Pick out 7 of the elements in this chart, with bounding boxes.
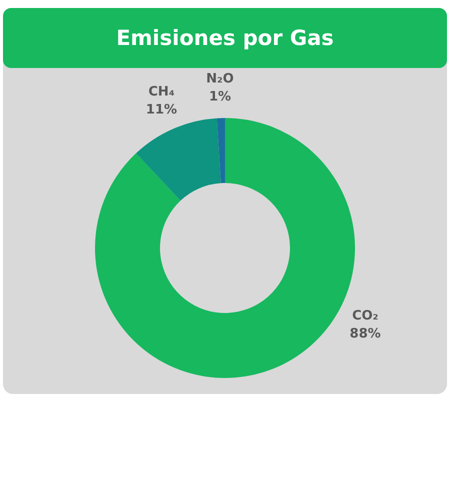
data-label: 1% [208, 89, 232, 104]
data-label: 11% [146, 102, 178, 118]
slice-label: N₂O [206, 71, 234, 86]
slice-label: CO₂ [352, 308, 378, 324]
chart-title: Emisiones por Gas [3, 8, 447, 68]
slice-label: CH₄ [148, 84, 175, 100]
data-label: 88% [350, 326, 381, 342]
